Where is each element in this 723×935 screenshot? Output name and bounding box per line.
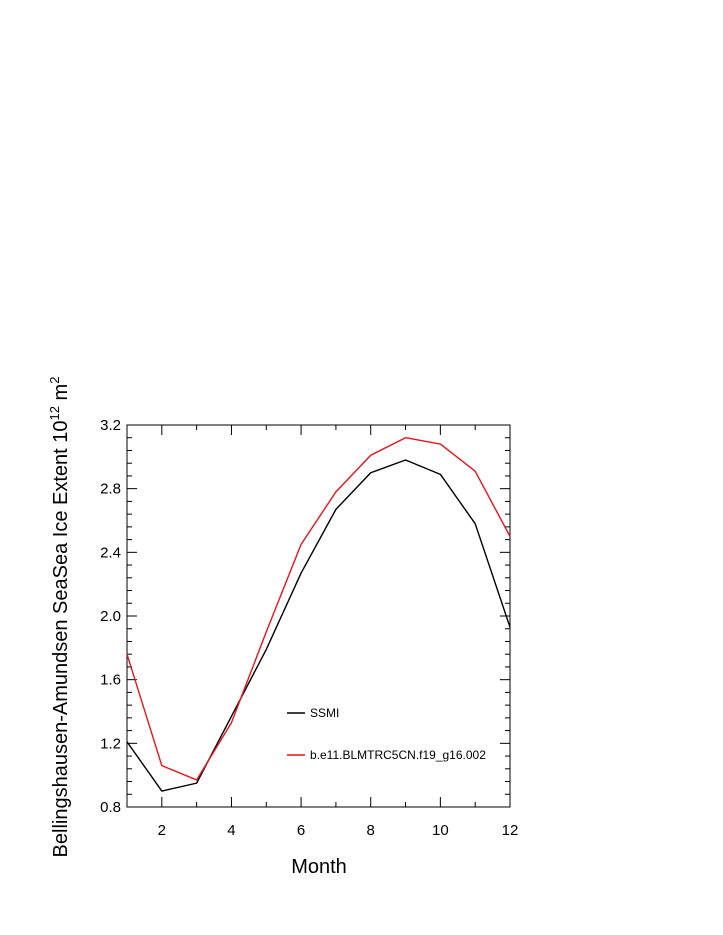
legend-label: SSMI	[310, 706, 339, 720]
y-axis-title-exponent-2: 2	[47, 377, 62, 384]
legend-label: b.e11.BLMTRC5CN.f19_g16.002	[310, 748, 486, 762]
series-lines	[126, 437, 511, 792]
x-tick-label: 12	[502, 822, 519, 839]
y-axis-title: Bellingshausen-Amundsen SeaSea Ice Exten…	[47, 377, 72, 858]
legend: SSMI b.e11.BLMTRC5CN.f19_g16.002	[287, 706, 486, 762]
y-tick-label: 2.0	[100, 608, 121, 625]
x-axis-title: Month	[291, 856, 347, 878]
x-tick-label: 6	[297, 822, 305, 839]
y-tick-label: 0.8	[100, 799, 121, 816]
y-axis-title-text: Bellingshausen-Amundsen SeaSea Ice Exten…	[50, 420, 72, 857]
y-tick-label: 1.2	[100, 735, 121, 752]
y-tick-label: 1.6	[100, 672, 121, 689]
y-axis-title-exponent-1: 12	[47, 406, 62, 420]
series-line-model	[126, 437, 511, 781]
y-tick-label: 2.4	[100, 544, 121, 561]
x-tick-label: 4	[227, 822, 235, 839]
x-tick-label: 10	[432, 822, 449, 839]
y-axis-title-unit: m	[50, 384, 72, 406]
series-line-ssmi	[126, 459, 511, 792]
x-tick-label: 8	[367, 822, 375, 839]
y-tick-label: 2.8	[100, 481, 121, 498]
axis-ticks: 2 4 6 8 10 12 0.8 1.2 1.6 2.0 2.4 2.8 3.2	[100, 417, 518, 839]
x-tick-label: 2	[158, 822, 166, 839]
y-tick-label: 3.2	[100, 417, 121, 434]
